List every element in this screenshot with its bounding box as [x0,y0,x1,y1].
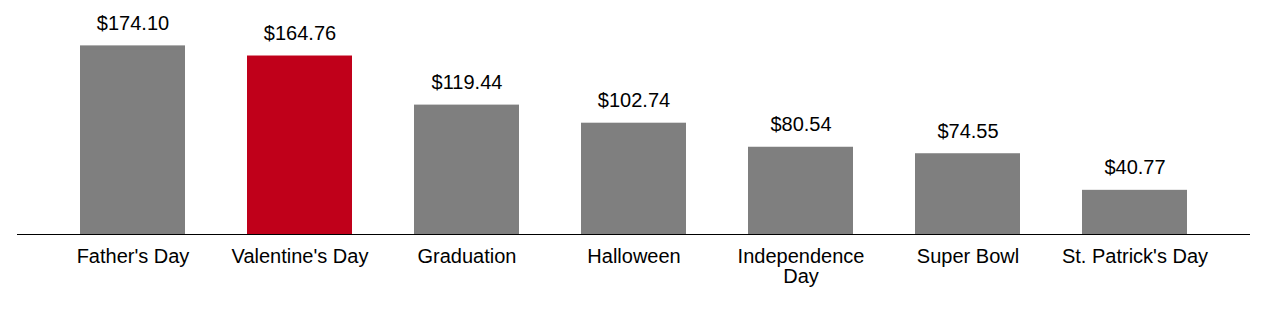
svg-text:Halloween: Halloween [587,245,680,267]
svg-text:IndependenceDay: IndependenceDay [738,245,865,287]
svg-text:$164.76: $164.76 [264,22,336,44]
svg-text:Valentine's Day: Valentine's Day [232,245,369,267]
svg-text:$74.55: $74.55 [937,120,998,142]
svg-text:Graduation: Graduation [418,245,517,267]
svg-text:$40.77: $40.77 [1104,156,1165,178]
svg-text:$80.54: $80.54 [770,113,831,135]
svg-text:Father's Day: Father's Day [77,245,190,267]
svg-text:$119.44: $119.44 [432,71,503,93]
svg-text:Super Bowl: Super Bowl [917,245,1019,267]
svg-text:$174.10: $174.10 [97,12,169,34]
svg-text:St. Patrick's Day: St. Patrick's Day [1062,245,1208,267]
svg-text:$102.74: $102.74 [598,89,670,111]
